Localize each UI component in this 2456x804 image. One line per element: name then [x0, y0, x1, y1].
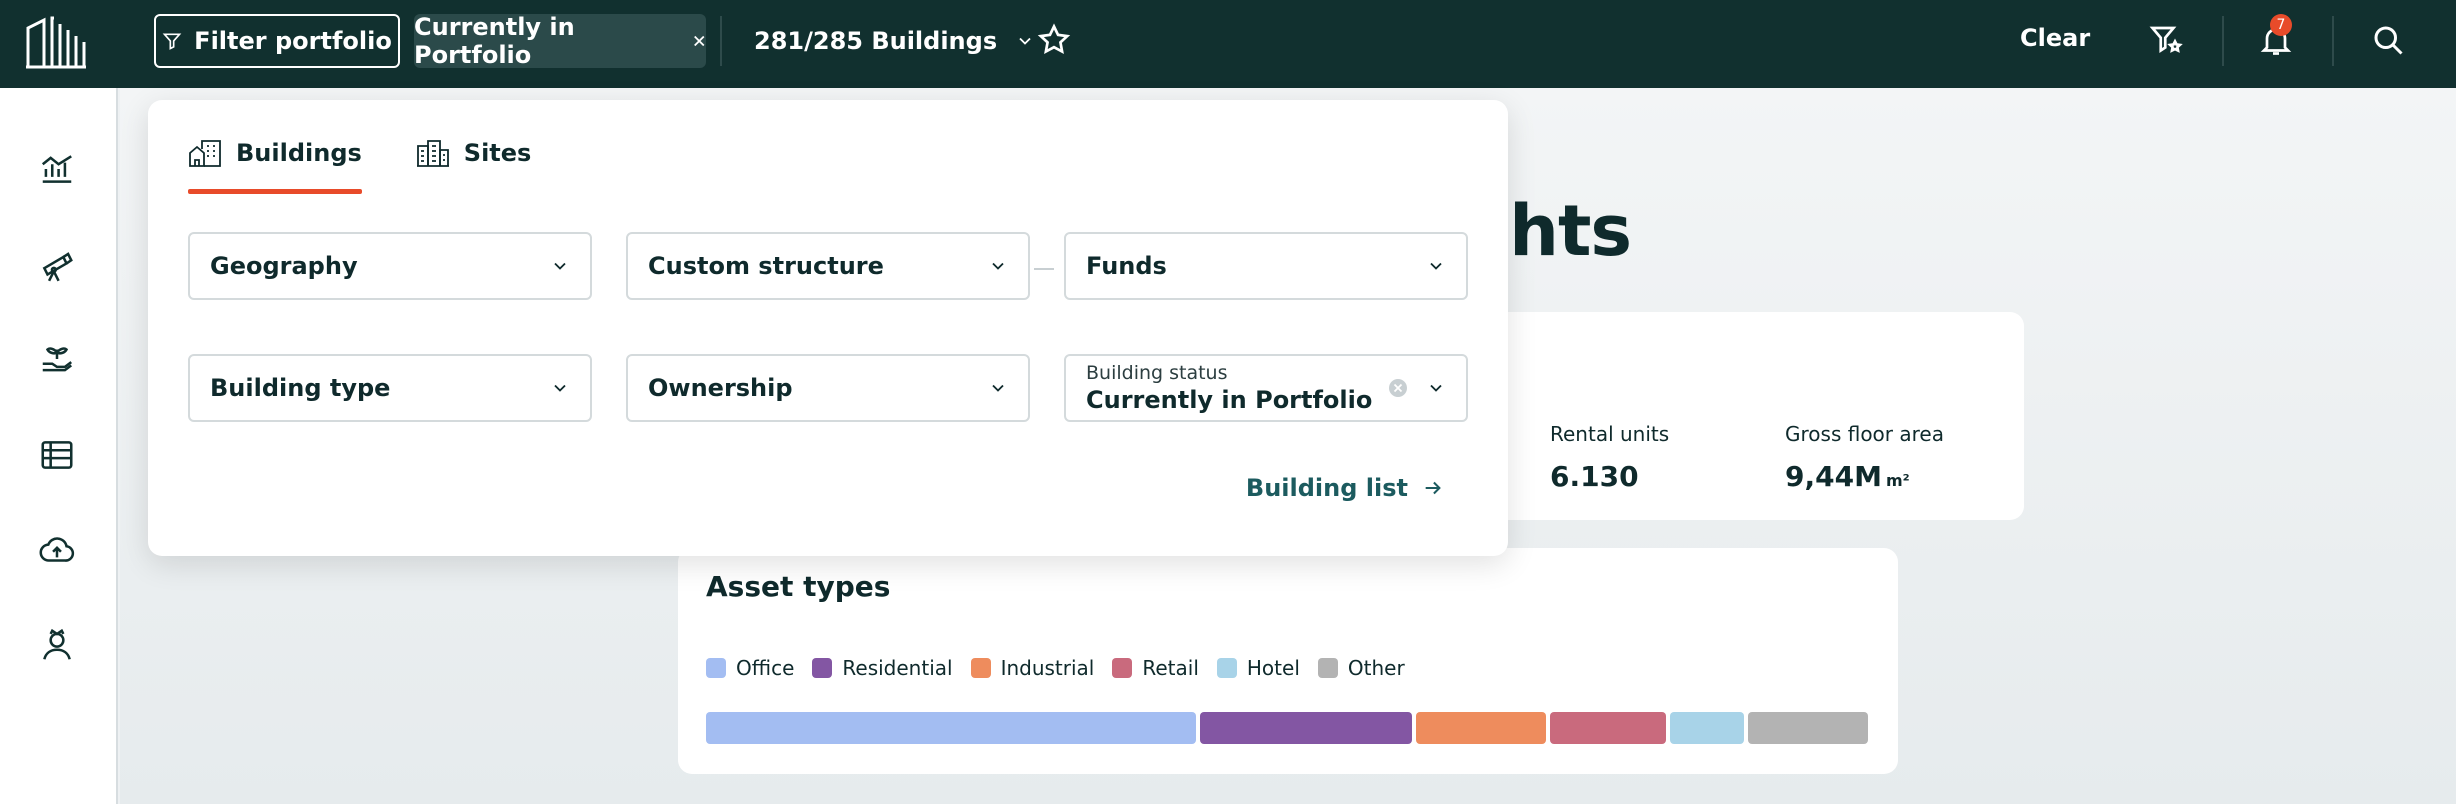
- legend-label: Industrial: [1000, 656, 1095, 680]
- chevron-down-icon: [992, 384, 1004, 392]
- kpi-card: Rental units 6.130 Gross floor area 9,44…: [1440, 312, 2024, 520]
- legend-swatch: [1216, 658, 1237, 678]
- bar-segment-office[interactable]: [706, 712, 1196, 744]
- chevron-down-icon: [1430, 262, 1442, 270]
- legend-label: Residential: [842, 656, 953, 680]
- chart-legend: Office Residential Industrial Retail Hot…: [706, 656, 1405, 680]
- legend-swatch: [1317, 658, 1338, 678]
- custom-structure-label: Custom structure: [648, 252, 884, 280]
- ownership-label: Ownership: [648, 374, 793, 402]
- building-status-text: Building status Currently in Portfolio: [1086, 362, 1372, 414]
- asset-types-title: Asset types: [706, 570, 891, 603]
- filter-portfolio-button[interactable]: Filter portfolio: [154, 14, 400, 68]
- kpi-gross-floor-area: Gross floor area 9,44M m²: [1785, 422, 1944, 493]
- notification-badge: 7: [2270, 14, 2292, 36]
- chevron-down-icon: [554, 262, 566, 270]
- active-filter-label: Currently in Portfolio: [414, 13, 575, 69]
- chevron-down-icon: [1430, 384, 1442, 392]
- building-status-dropdown[interactable]: Building status Currently in Portfolio: [1064, 354, 1468, 422]
- legend-swatch: [970, 658, 991, 678]
- tab-label: Buildings: [236, 139, 362, 167]
- bar-segment-residential[interactable]: [1200, 712, 1412, 744]
- building-type-dropdown[interactable]: Building type: [188, 354, 592, 422]
- telescope-icon[interactable]: [38, 246, 76, 284]
- kpi-value: 9,44M: [1785, 460, 1882, 493]
- legend-label: Office: [736, 656, 795, 680]
- kpi-label: Rental units: [1550, 422, 1670, 446]
- kpi-label: Gross floor area: [1785, 422, 1944, 446]
- legend-swatch: [1112, 658, 1133, 678]
- star-icon[interactable]: [1036, 22, 1072, 58]
- chevron-down-icon: [1019, 37, 1031, 45]
- panel-tabs: Buildings Sites: [188, 126, 532, 194]
- kpi-rental-units: Rental units 6.130: [1550, 422, 1669, 493]
- legend-item-office[interactable]: Office: [706, 656, 794, 680]
- app-logo-icon[interactable]: [24, 14, 88, 70]
- active-filter-chip[interactable]: Currently in Portfolio: [414, 13, 707, 69]
- search-icon[interactable]: [2370, 22, 2406, 58]
- ownership-dropdown[interactable]: Ownership: [626, 354, 1030, 422]
- divider: [2222, 16, 2224, 66]
- top-bar: Filter portfolio Currently in Portfolio …: [0, 0, 2456, 88]
- building-type-label: Building type: [210, 374, 391, 402]
- kpi-unit: m²: [1885, 471, 1910, 490]
- tab-label: Sites: [463, 139, 532, 167]
- field-connector-dash: [1034, 268, 1054, 270]
- saved-filter-star-icon[interactable]: [2148, 22, 2184, 58]
- chevron-down-icon: [992, 262, 1004, 270]
- legend-item-other[interactable]: Other: [1317, 656, 1405, 680]
- analytics-chart-icon[interactable]: [38, 150, 76, 188]
- building-list-link[interactable]: Building list: [1246, 474, 1444, 502]
- legend-item-residential[interactable]: Residential: [812, 656, 953, 680]
- divider: [2332, 16, 2334, 66]
- geography-dropdown[interactable]: Geography: [188, 232, 592, 300]
- stacked-bar: [706, 712, 1868, 744]
- geography-label: Geography: [210, 252, 358, 280]
- close-icon[interactable]: [692, 33, 707, 49]
- legend-item-hotel[interactable]: Hotel: [1216, 656, 1300, 680]
- sidebar: [0, 88, 118, 804]
- bar-segment-hotel[interactable]: [1670, 712, 1744, 744]
- cloud-upload-icon[interactable]: [38, 532, 76, 570]
- legend-item-retail[interactable]: Retail: [1112, 656, 1199, 680]
- building-status-label: Building status: [1086, 362, 1228, 384]
- building-status-actions: [1388, 378, 1446, 398]
- table-icon[interactable]: [38, 436, 76, 474]
- filter-panel: Buildings Sites Geography Custom structu…: [148, 100, 1508, 556]
- building-list-label: Building list: [1245, 474, 1408, 502]
- building-status-value: Currently in Portfolio: [1086, 386, 1373, 414]
- filter-icon: [162, 33, 182, 50]
- building-count-dropdown[interactable]: 281/285 Buildings: [754, 14, 1035, 68]
- legend-label: Hotel: [1246, 656, 1300, 680]
- building-count-label: 281/285 Buildings: [754, 27, 998, 55]
- kpi-value: 6.130: [1550, 460, 1639, 493]
- tab-sites[interactable]: Sites: [416, 126, 532, 188]
- clear-button[interactable]: Clear: [2020, 24, 2091, 52]
- divider: [720, 16, 722, 66]
- bar-segment-retail[interactable]: [1550, 712, 1666, 744]
- chevron-down-icon: [554, 384, 566, 392]
- user-icon[interactable]: [38, 626, 76, 664]
- legend-swatch: [812, 658, 833, 678]
- buildings-icon: [189, 140, 221, 167]
- kpi-value-wrap: 9,44M m²: [1785, 460, 1944, 493]
- asset-types-card: Asset types Office Residential Industria…: [678, 548, 1898, 774]
- tab-buildings[interactable]: Buildings: [188, 126, 362, 194]
- plant-in-hand-icon[interactable]: [38, 340, 76, 378]
- funds-label: Funds: [1086, 252, 1167, 280]
- filter-portfolio-label: Filter portfolio: [194, 27, 392, 55]
- clear-selection-icon[interactable]: [1388, 378, 1408, 398]
- legend-label: Retail: [1142, 656, 1199, 680]
- arrow-right-icon: [1425, 481, 1441, 495]
- legend-swatch: [706, 658, 726, 678]
- bar-segment-other[interactable]: [1748, 712, 1868, 744]
- custom-structure-dropdown[interactable]: Custom structure: [626, 232, 1030, 300]
- legend-label: Other: [1347, 656, 1405, 680]
- sites-icon: [416, 140, 449, 167]
- funds-dropdown[interactable]: Funds: [1064, 232, 1468, 300]
- legend-item-industrial[interactable]: Industrial: [970, 656, 1095, 680]
- bar-segment-industrial[interactable]: [1416, 712, 1546, 744]
